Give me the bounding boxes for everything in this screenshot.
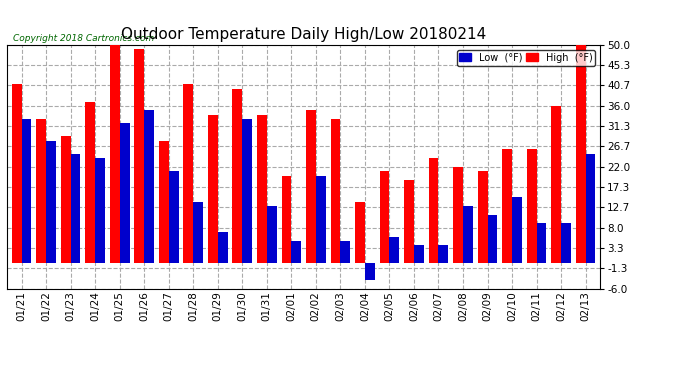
Bar — [282, 176, 291, 262]
Bar — [242, 119, 252, 262]
Bar — [512, 197, 522, 262]
Bar — [291, 241, 301, 262]
Bar — [21, 119, 32, 262]
Bar — [428, 158, 438, 262]
Bar — [355, 202, 365, 262]
Bar — [438, 245, 449, 262]
Bar — [257, 115, 267, 262]
Bar — [380, 171, 389, 262]
Bar — [331, 119, 340, 262]
Bar — [502, 150, 512, 262]
Bar — [61, 136, 70, 262]
Bar — [119, 123, 130, 262]
Bar — [70, 154, 81, 262]
Bar — [526, 150, 537, 262]
Bar — [144, 110, 154, 262]
Bar — [12, 84, 21, 262]
Bar — [218, 232, 228, 262]
Bar — [267, 206, 277, 262]
Bar — [135, 50, 144, 262]
Title: Outdoor Temperature Daily High/Low 20180214: Outdoor Temperature Daily High/Low 20180… — [121, 27, 486, 42]
Bar — [551, 106, 561, 262]
Bar — [488, 215, 497, 262]
Bar — [537, 224, 546, 262]
Bar — [463, 206, 473, 262]
Bar — [208, 115, 218, 262]
Text: Copyright 2018 Cartronics.com: Copyright 2018 Cartronics.com — [13, 34, 154, 43]
Bar — [586, 154, 595, 262]
Bar — [37, 119, 46, 262]
Bar — [86, 102, 95, 262]
Bar — [184, 84, 193, 262]
Bar — [316, 176, 326, 262]
Bar — [561, 224, 571, 262]
Bar — [365, 262, 375, 280]
Bar — [414, 245, 424, 262]
Bar — [477, 171, 488, 262]
Bar — [389, 237, 400, 262]
Legend: Low  (°F), High  (°F): Low (°F), High (°F) — [457, 50, 595, 66]
Bar — [95, 158, 105, 262]
Bar — [169, 171, 179, 262]
Bar — [193, 202, 203, 262]
Bar — [110, 32, 119, 262]
Bar — [404, 180, 414, 262]
Bar — [340, 241, 351, 262]
Bar — [46, 141, 56, 262]
Bar — [575, 45, 586, 262]
Bar — [306, 110, 316, 262]
Bar — [453, 167, 463, 262]
Bar — [233, 88, 242, 262]
Bar — [159, 141, 169, 262]
